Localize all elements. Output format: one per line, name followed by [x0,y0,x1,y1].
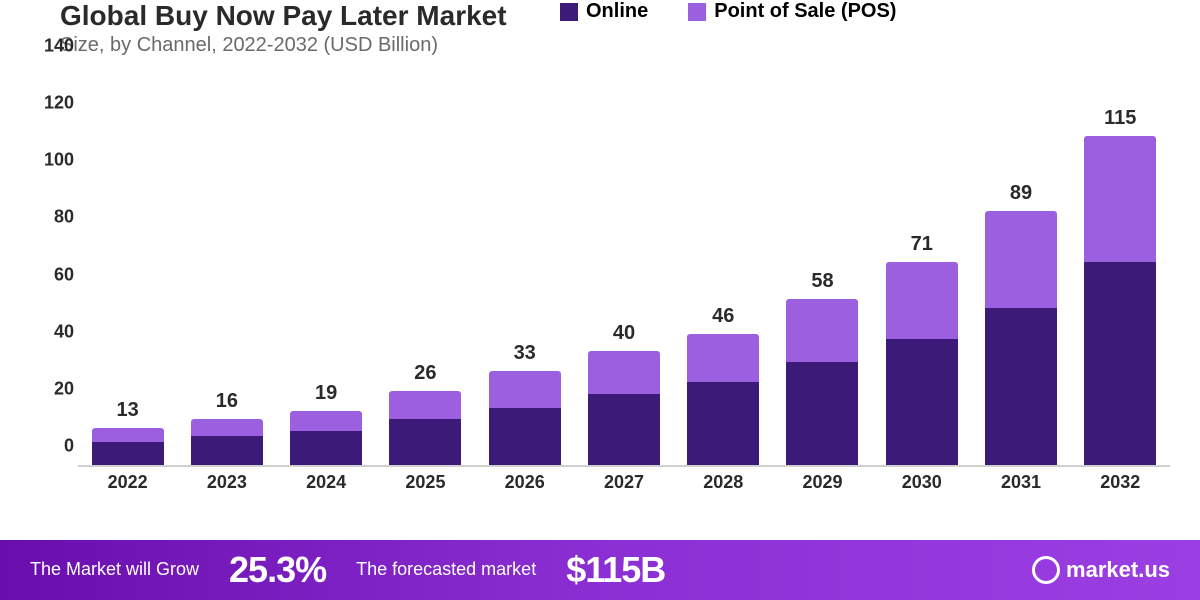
bar-column: 33 [475,342,574,465]
legend-item-online: Online [560,0,648,23]
bar-segment-pos [290,411,362,431]
bar-stack [786,299,858,465]
bar-total-label: 89 [1010,182,1032,205]
bar-column: 58 [773,270,872,465]
bar-segment-online [588,394,660,465]
bar-stack [489,371,561,465]
legend: Online Point of Sale (POS) [560,0,896,23]
bar-stack [985,211,1057,465]
bar-total-label: 40 [613,322,635,345]
bar-column: 19 [277,382,376,465]
y-tick: 60 [54,264,74,285]
plot-area: 020406080100120140 131619263340465871891… [78,67,1170,497]
bar-total-label: 33 [514,342,536,365]
bar-segment-pos [191,419,263,436]
x-tick: 2028 [674,472,773,493]
bar-column: 46 [674,305,773,465]
bar-segment-pos [588,351,660,394]
bar-column: 26 [376,362,475,465]
x-tick: 2027 [574,472,673,493]
y-tick: 140 [44,36,74,57]
bar-segment-pos [489,371,561,408]
bar-stack [886,262,958,465]
legend-swatch-pos [688,3,706,21]
bar-total-label: 58 [811,270,833,293]
y-tick: 20 [54,378,74,399]
bar-segment-online [92,442,164,465]
bar-stack [687,334,759,465]
footer-brand: market.us [1032,556,1170,584]
bar-stack [92,428,164,465]
x-tick: 2030 [872,472,971,493]
legend-item-pos: Point of Sale (POS) [688,0,896,23]
x-tick: 2026 [475,472,574,493]
bar-segment-pos [92,428,164,442]
y-tick: 0 [64,436,74,457]
bar-total-label: 46 [712,305,734,328]
bar-segment-online [786,362,858,465]
bar-total-label: 16 [216,390,238,413]
bar-total-label: 13 [117,399,139,422]
brand-icon [1032,556,1060,584]
bar-column: 40 [574,322,673,465]
bar-total-label: 115 [1104,107,1136,130]
footer-cagr: 25.3% [229,549,326,591]
bar-segment-online [985,308,1057,465]
legend-label-online: Online [586,0,648,23]
chart-subtitle: Size, by Channel, 2022-2032 (USD Billion… [30,34,1170,57]
bar-total-label: 71 [911,233,933,256]
bar-column: 13 [78,399,177,465]
bar-column: 16 [177,390,276,465]
bar-segment-online [290,431,362,465]
chart-container: Global Buy Now Pay Later Market Size, by… [0,0,1200,540]
legend-swatch-online [560,3,578,21]
bar-stack [290,411,362,465]
x-tick: 2024 [277,472,376,493]
x-tick: 2025 [376,472,475,493]
bar-segment-online [489,408,561,465]
footer-forecast-value: $115B [566,549,665,591]
y-axis: 020406080100120140 [30,67,74,467]
footer-grow-text: The Market will Grow [30,560,199,580]
x-axis: 2022202320242025202620272028202920302031… [78,467,1170,497]
bar-segment-pos [985,211,1057,308]
bar-total-label: 19 [315,382,337,405]
bar-total-label: 26 [414,362,436,385]
footer-banner: The Market will Grow 25.3% The forecaste… [0,540,1200,600]
x-tick: 2032 [1071,472,1170,493]
bar-segment-online [1084,262,1156,465]
footer-forecast-text: The forecasted market [356,560,536,580]
y-tick: 120 [44,93,74,114]
bar-column: 115 [1071,107,1170,465]
y-tick: 80 [54,207,74,228]
bar-segment-online [389,419,461,465]
bar-segment-pos [389,391,461,420]
bar-segment-pos [687,334,759,383]
bar-segment-online [191,436,263,465]
brand-label: market.us [1066,557,1170,583]
bar-column: 71 [872,233,971,465]
bar-stack [389,391,461,465]
bars-area: 13 16 19 26 33 40 46 58 71 89 115 [78,67,1170,467]
x-tick: 2031 [971,472,1070,493]
bar-column: 89 [971,182,1070,465]
bar-stack [191,419,263,465]
bar-segment-pos [886,262,958,339]
bar-segment-online [886,339,958,465]
bar-stack [588,351,660,465]
bar-segment-online [687,382,759,465]
x-tick: 2022 [78,472,177,493]
y-tick: 100 [44,150,74,171]
x-tick: 2029 [773,472,872,493]
bar-segment-pos [1084,136,1156,262]
x-tick: 2023 [177,472,276,493]
bar-segment-pos [786,299,858,362]
y-tick: 40 [54,321,74,342]
legend-label-pos: Point of Sale (POS) [714,0,896,23]
bar-stack [1084,136,1156,465]
